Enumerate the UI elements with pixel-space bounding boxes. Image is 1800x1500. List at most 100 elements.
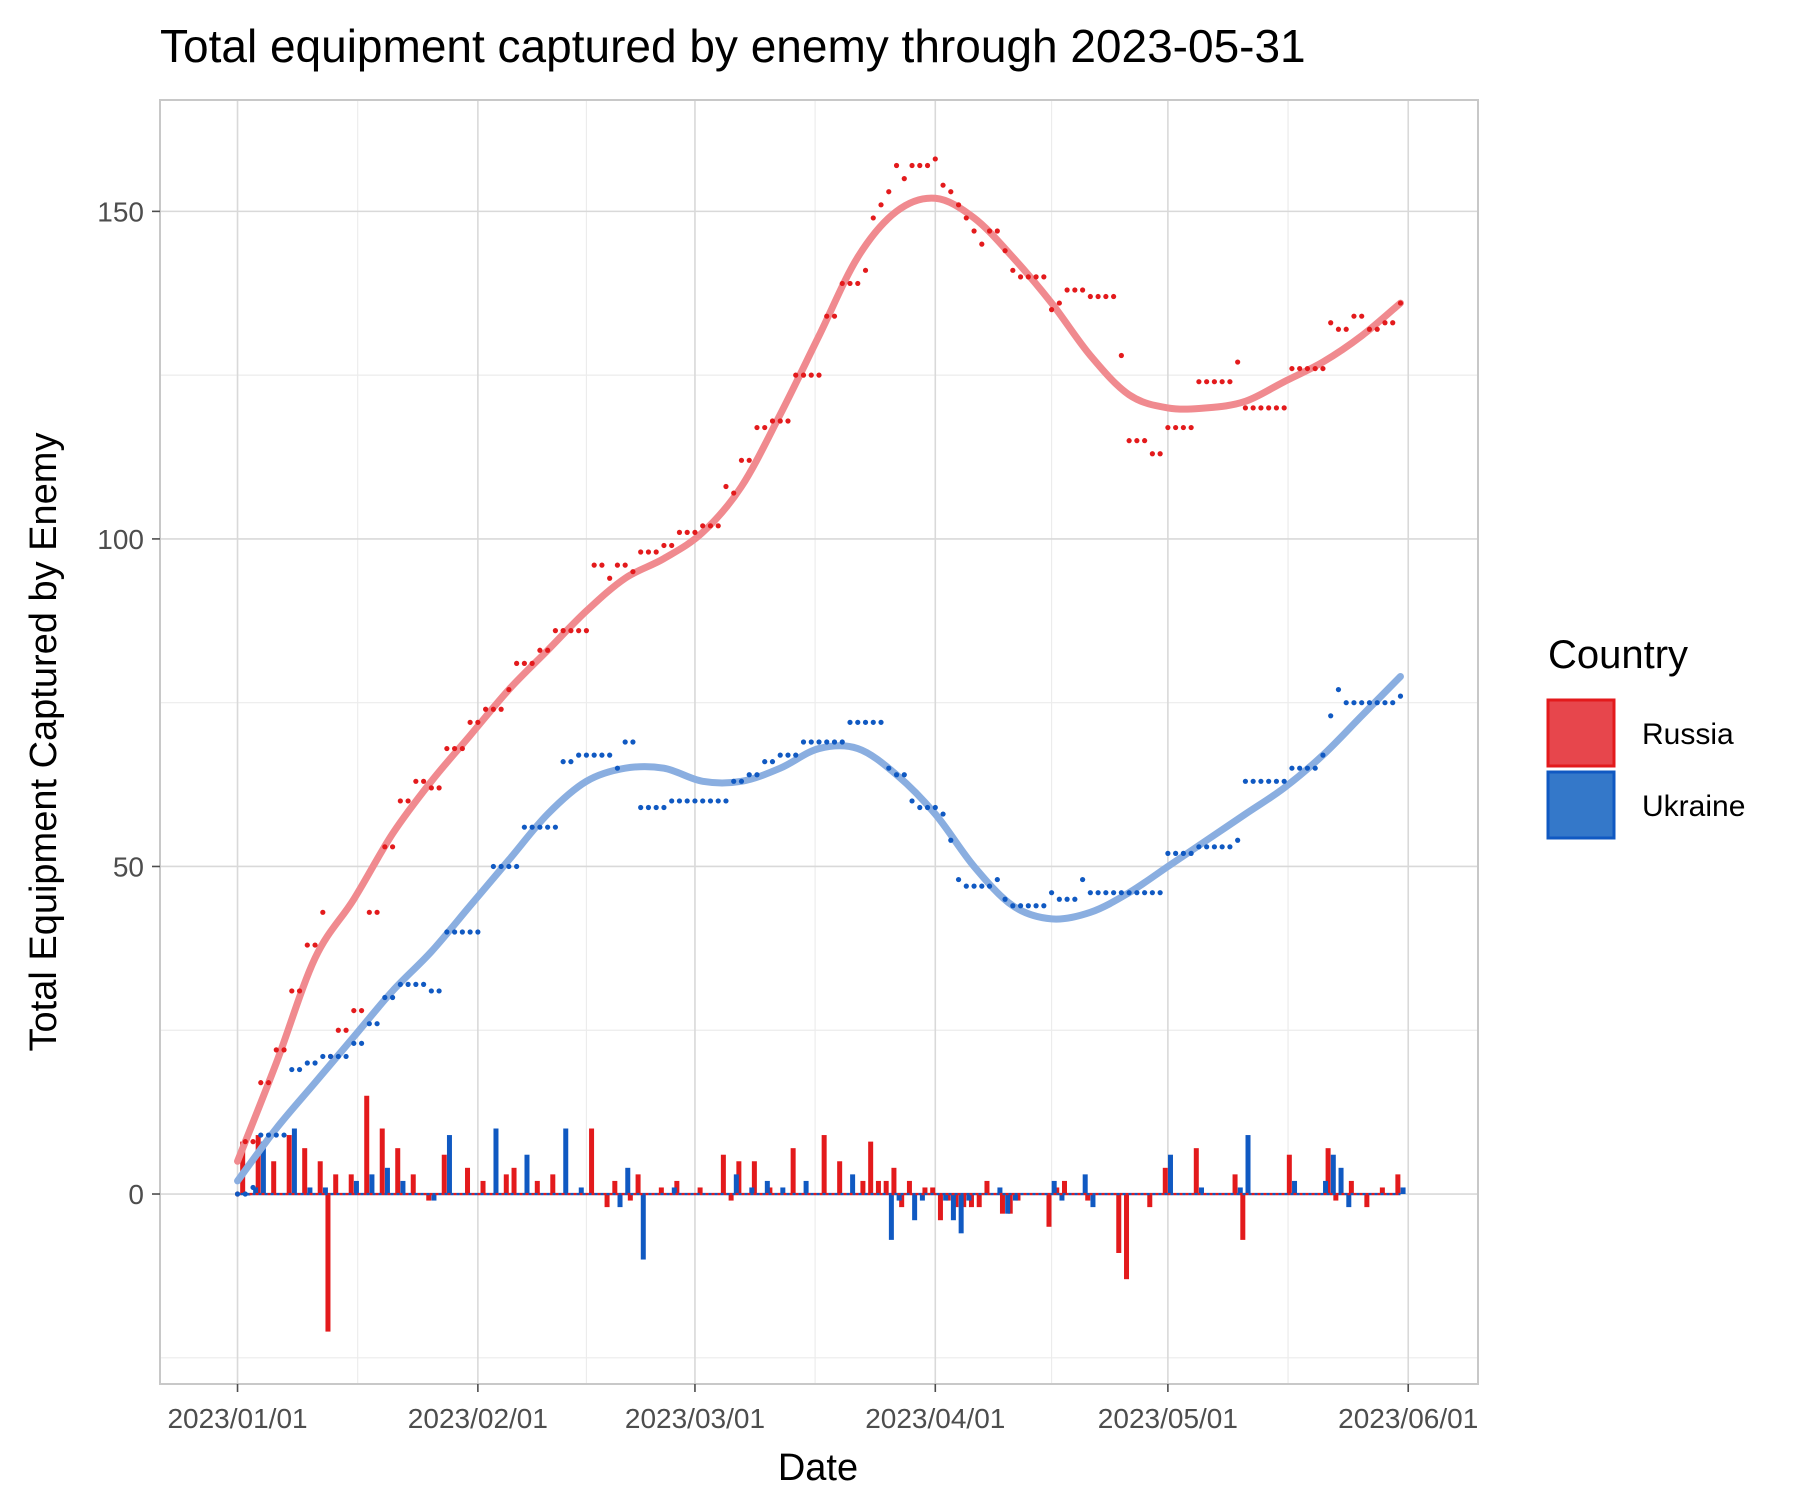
daily-bar-russia: [1085, 1194, 1091, 1201]
point-ukraine: [1017, 903, 1024, 909]
point-ukraine: [1196, 844, 1202, 850]
point-russia: [1397, 300, 1404, 306]
point-russia: [924, 162, 931, 169]
point-russia: [1374, 326, 1380, 332]
point-russia: [700, 523, 706, 529]
point-ukraine: [893, 772, 900, 778]
point-ukraine: [1103, 890, 1109, 896]
point-russia: [1111, 293, 1117, 300]
point-ukraine: [296, 1066, 303, 1073]
point-ukraine: [258, 1132, 264, 1138]
point-ukraine: [1211, 844, 1217, 850]
point-ukraine: [599, 752, 605, 758]
daily-bar-ukraine: [997, 1187, 1003, 1195]
point-ukraine: [366, 1021, 372, 1027]
point-russia: [769, 418, 776, 424]
point-ukraine: [909, 798, 915, 804]
point-russia: [1087, 293, 1093, 300]
daily-bar-ukraine: [1338, 1167, 1344, 1195]
daily-bar-russia: [899, 1194, 905, 1208]
point-ukraine: [374, 1021, 380, 1027]
point-ukraine: [769, 759, 776, 765]
point-ukraine: [1235, 837, 1241, 843]
daily-bar-russia: [875, 1180, 881, 1195]
point-russia: [638, 549, 644, 555]
point-russia: [893, 162, 900, 169]
daily-bar-russia: [1007, 1194, 1013, 1214]
daily-bar-russia: [465, 1167, 471, 1195]
panel-border: [159, 99, 1479, 1385]
point-russia: [839, 280, 845, 287]
daily-bar-russia: [837, 1161, 843, 1195]
point-ukraine: [800, 739, 807, 745]
daily-bar-russia: [426, 1194, 432, 1201]
point-russia: [599, 562, 605, 568]
point-russia: [785, 418, 791, 424]
point-russia: [1196, 379, 1202, 385]
daily-bar-russia: [534, 1180, 540, 1195]
point-russia: [1235, 359, 1241, 365]
point-ukraine: [808, 739, 814, 745]
daily-bar-ukraine: [1323, 1180, 1329, 1195]
point-ukraine: [614, 765, 621, 771]
point-ukraine: [630, 739, 636, 745]
point-ukraine: [289, 1066, 295, 1073]
point-russia: [1258, 405, 1264, 411]
point-ukraine: [955, 876, 962, 883]
point-ukraine: [994, 876, 1000, 883]
daily-bar-ukraine: [780, 1187, 786, 1195]
point-russia: [1126, 438, 1132, 444]
point-ukraine: [591, 752, 597, 758]
point-ukraine: [1297, 765, 1303, 771]
point-russia: [909, 162, 915, 169]
daily-bar-ukraine: [493, 1128, 499, 1195]
trend-lines: [234, 194, 1404, 1185]
point-ukraine: [250, 1184, 256, 1191]
point-ukraine: [281, 1132, 287, 1138]
point-ukraine: [824, 739, 830, 745]
daily-bar-ukraine: [384, 1167, 390, 1195]
point-russia: [746, 457, 752, 463]
point-russia: [1273, 405, 1280, 411]
point-russia: [878, 202, 884, 208]
point-russia: [1211, 379, 1217, 385]
point-ukraine: [1149, 890, 1155, 896]
daily-bar-russia: [767, 1187, 773, 1195]
point-ukraine: [1157, 890, 1163, 896]
daily-bar-ukraine: [749, 1187, 755, 1195]
point-russia: [847, 280, 853, 287]
daily-bar-ukraine: [1346, 1194, 1352, 1208]
y-tick-label: 100: [97, 524, 144, 555]
daily-bar-ukraine: [1167, 1154, 1173, 1195]
point-russia: [545, 647, 551, 653]
daily-bar-russia: [604, 1194, 610, 1208]
point-russia: [490, 706, 496, 712]
daily-bar-russia: [1116, 1194, 1122, 1253]
point-russia: [1118, 352, 1124, 359]
point-russia: [552, 628, 559, 634]
point-russia: [824, 313, 830, 319]
point-ukraine: [971, 883, 977, 889]
daily-bar-russia: [364, 1095, 370, 1195]
point-russia: [1390, 320, 1396, 326]
point-ukraine: [1312, 765, 1318, 771]
point-russia: [459, 745, 465, 752]
y-axis-title: Total Equipment Captured by Enemy: [23, 433, 65, 1052]
point-russia: [986, 228, 993, 234]
daily-bar-ukraine: [850, 1174, 856, 1195]
daily-bar-russia: [1193, 1148, 1199, 1195]
x-tick-label: 2023/04/01: [865, 1403, 1005, 1434]
point-russia: [506, 686, 512, 693]
minor-gridlines: [160, 100, 1478, 1384]
point-ukraine: [1266, 778, 1272, 784]
point-russia: [467, 719, 473, 725]
daily-bar-russia: [1046, 1194, 1052, 1227]
daily-bar-russia: [325, 1194, 331, 1332]
point-russia: [1025, 274, 1031, 280]
point-ukraine: [1095, 890, 1101, 896]
point-ukraine: [762, 759, 768, 765]
daily-bar-russia: [720, 1154, 726, 1195]
point-ukraine: [932, 804, 938, 811]
point-russia: [343, 1027, 349, 1033]
